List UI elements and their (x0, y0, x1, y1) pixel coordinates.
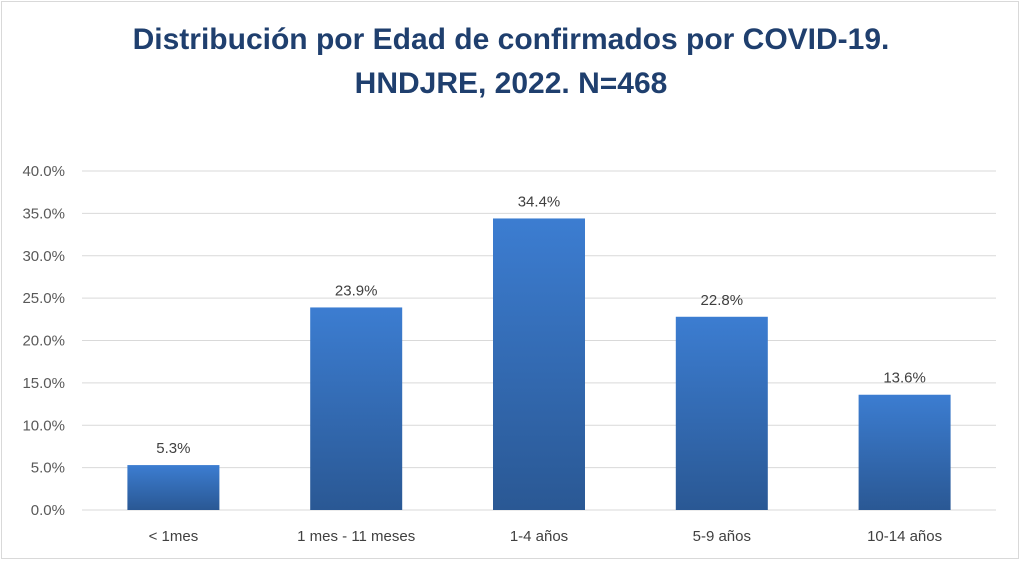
y-tick-label: 30.0% (22, 248, 65, 265)
data-label: 13.6% (883, 370, 926, 387)
data-labels: 5.3% 23.9% 34.4% 22.8% 13.6% (156, 193, 926, 457)
bar (858, 394, 951, 510)
bar (310, 307, 403, 510)
x-axis-categories: < 1mes 1 mes - 11 meses 1-4 años 5-9 años 10… (149, 528, 943, 545)
y-tick-label: 25.0% (22, 290, 65, 307)
data-label: 22.8% (701, 292, 744, 309)
y-axis-ticks: 0.0% 5.0% 10.0% 15.0% 20.0% 25.0% 30.0% 35.0% 40… (22, 163, 65, 519)
y-tick-label: 0.0% (31, 502, 65, 519)
y-tick-label: 40.0% (22, 163, 65, 180)
x-category-label: 1 mes - 11 meses (297, 528, 415, 545)
y-tick-label: 35.0% (22, 205, 65, 222)
data-label: 23.9% (335, 282, 378, 299)
bar (127, 465, 220, 510)
x-category-label: 10-14 años (867, 528, 942, 545)
bars (127, 218, 951, 510)
bar (493, 218, 585, 510)
data-label: 34.4% (518, 193, 561, 210)
y-tick-label: 5.0% (31, 460, 65, 477)
chart-title: Distribución por Edad de confirmados por… (132, 23, 890, 56)
bar (675, 316, 768, 510)
y-tick-label: 10.0% (22, 417, 65, 434)
chart-subtitle: HNDJRE, 2022. N=468 (354, 67, 668, 100)
x-category-label: < 1mes (149, 528, 199, 545)
y-tick-label: 20.0% (22, 333, 65, 350)
data-label: 5.3% (156, 440, 190, 457)
chart-title-block: Distribución por Edad de confirmados por… (0, 18, 1022, 106)
x-category-label: 5-9 años (693, 528, 751, 545)
y-tick-label: 15.0% (22, 375, 65, 392)
x-category-label: 1-4 años (510, 528, 568, 545)
